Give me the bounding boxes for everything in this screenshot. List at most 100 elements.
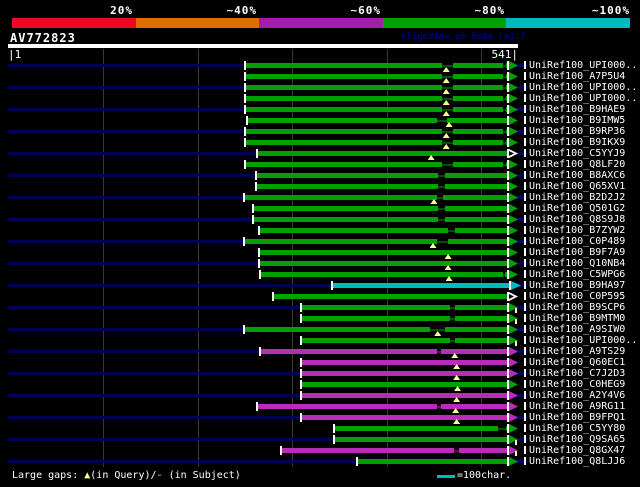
alignment-start-tick xyxy=(299,413,302,422)
subject-label[interactable]: UniRef100_Q8S9J8 xyxy=(529,214,626,225)
alignment-bar[interactable] xyxy=(261,349,508,354)
subject-label[interactable]: UniRef100_A9RG11 xyxy=(529,401,626,412)
alignment-bar[interactable] xyxy=(257,184,508,189)
subject-gap-marker xyxy=(441,109,453,111)
subject-label[interactable]: UniRef100_C0P595 xyxy=(529,291,626,302)
alignment-bar[interactable] xyxy=(301,382,508,387)
subject-label[interactable]: UniRef100_C5WPG6 xyxy=(529,269,626,280)
alignment-bar[interactable] xyxy=(261,272,508,277)
alignment-bar[interactable] xyxy=(246,162,508,167)
alignment-bar[interactable] xyxy=(245,327,508,332)
subject-label[interactable]: UniRef100_C0HEG9 xyxy=(529,379,626,390)
query-gap-triangle-icon xyxy=(451,353,459,358)
alignment-bar[interactable] xyxy=(258,404,508,409)
alignment-start-tick xyxy=(299,380,302,389)
alignment-bar[interactable] xyxy=(301,415,508,420)
arrowhead-icon xyxy=(509,424,518,433)
alignment-bar[interactable] xyxy=(247,118,508,123)
alignment-bar[interactable] xyxy=(245,239,508,244)
subject-label[interactable]: UniRef100_Q8LJJ6 xyxy=(529,456,626,467)
row-end-tick xyxy=(524,347,526,355)
subject-label[interactable]: UniRef100_B9IKX9 xyxy=(529,137,626,148)
subject-label[interactable]: UniRef100_A9SIW0 xyxy=(529,324,626,335)
arrowhead-icon xyxy=(509,138,518,147)
subject-label[interactable]: UniRef100_B9MTM0 xyxy=(529,313,626,324)
subject-label[interactable]: UniRef100_B9IMW5 xyxy=(529,115,626,126)
subject-label[interactable]: UniRef100_Q65XV1 xyxy=(529,181,626,192)
alignment-bar[interactable] xyxy=(253,206,508,211)
alignment-bar[interactable] xyxy=(332,283,510,288)
alignment-bar[interactable] xyxy=(246,85,508,90)
subject-label[interactable]: UniRef100_C5YYJ9 xyxy=(529,148,626,159)
alignment-bar[interactable] xyxy=(334,426,508,431)
alignment-bar[interactable] xyxy=(358,459,508,464)
subject-label[interactable]: UniRef100_B9SCP6 xyxy=(529,302,626,313)
subject-label[interactable]: UniRef100_Q60EC1 xyxy=(529,357,626,368)
subject-label[interactable]: UniRef100_B9HA97 xyxy=(529,280,626,291)
alignment-bar[interactable] xyxy=(301,316,508,321)
subject-label[interactable]: UniRef100_C7J2D3 xyxy=(529,368,626,379)
subject-label[interactable]: UniRef100_B2D2J2 xyxy=(529,192,626,203)
alignment-bar[interactable] xyxy=(253,217,508,222)
alignment-bar[interactable] xyxy=(301,360,508,365)
alignment-bar[interactable] xyxy=(301,338,508,343)
subject-label[interactable]: UniRef100_B9F7A9 xyxy=(529,247,626,258)
row-end-tick xyxy=(524,325,526,333)
subject-label[interactable]: UniRef100_A9TS29 xyxy=(529,346,626,357)
row-end-tick xyxy=(524,435,526,443)
subject-gap-marker xyxy=(441,76,453,78)
alignment-start-tick xyxy=(251,204,254,213)
alignment-start-tick xyxy=(299,303,302,312)
alignment-bar[interactable] xyxy=(257,173,508,178)
subject-label[interactable]: UniRef100_Q501G2 xyxy=(529,203,626,214)
arrowhead-icon xyxy=(509,369,518,378)
subject-label[interactable]: UniRef100_UPI000.. xyxy=(529,93,638,104)
subject-overhang-tick xyxy=(515,451,517,456)
subject-label[interactable]: UniRef100_B8AXC6 xyxy=(529,170,626,181)
subject-label[interactable]: UniRef100_B9HAE9 xyxy=(529,104,626,115)
arrowhead-bar xyxy=(507,138,509,147)
subject-label[interactable]: UniRef100_C5YY80 xyxy=(529,423,626,434)
arrowhead-icon xyxy=(509,61,518,70)
subject-label[interactable]: UniRef100_Q10NB4 xyxy=(529,258,626,269)
alignment-bar[interactable] xyxy=(260,250,508,255)
alignment-bar[interactable] xyxy=(246,129,508,134)
subject-label[interactable]: UniRef100_Q8LF20 xyxy=(529,159,626,170)
alignment-bar[interactable] xyxy=(260,261,508,266)
alignment-bar[interactable] xyxy=(301,305,508,310)
alignment-bar[interactable] xyxy=(258,151,508,156)
subject-label[interactable]: UniRef100_B9RP36 xyxy=(529,126,626,137)
arrowhead-icon xyxy=(509,325,518,334)
subject-gap-marker xyxy=(502,109,506,111)
subject-label[interactable]: UniRef100_Q9SA65 xyxy=(529,434,626,445)
alignment-start-tick xyxy=(258,259,261,268)
alignment-bar[interactable] xyxy=(246,63,508,68)
alignment-bar[interactable] xyxy=(281,448,508,453)
query-gap-triangle-icon xyxy=(453,397,461,402)
alignment-bar[interactable] xyxy=(246,107,508,112)
subject-label[interactable]: UniRef100_B7ZYW2 xyxy=(529,225,626,236)
subject-label[interactable]: UniRef100_C0P489 xyxy=(529,236,626,247)
alignment-bar[interactable] xyxy=(245,195,508,200)
alignment-bar[interactable] xyxy=(301,393,508,398)
alignment-start-tick xyxy=(244,138,246,147)
alignment-bar[interactable] xyxy=(274,294,508,299)
alignment-bar[interactable] xyxy=(260,228,508,233)
alignment-bar[interactable] xyxy=(301,371,508,376)
watermark: AlignView.pm Beta re1.7 xyxy=(401,32,526,42)
subject-label[interactable]: UniRef100_UPI000.. xyxy=(529,60,638,71)
subject-label[interactable]: UniRef100_A7P5U4 xyxy=(529,71,626,82)
subject-label[interactable]: UniRef100_B9FPQ1 xyxy=(529,412,626,423)
subject-label[interactable]: UniRef100_Q8GX47 xyxy=(529,445,626,456)
alignment-start-tick xyxy=(258,226,261,235)
subject-label[interactable]: UniRef100_UPI000.. xyxy=(529,335,638,346)
alignment-bar[interactable] xyxy=(334,437,508,442)
alignment-bar[interactable] xyxy=(246,140,508,145)
subject-gap-marker xyxy=(450,340,455,342)
arrowhead-bar xyxy=(507,303,509,312)
arrowhead-icon xyxy=(509,270,518,279)
subject-label[interactable]: UniRef100_A2Y4V6 xyxy=(529,390,626,401)
subject-label[interactable]: UniRef100_UPI000.. xyxy=(529,82,638,93)
alignment-bar[interactable] xyxy=(246,74,508,79)
alignment-bar[interactable] xyxy=(246,96,508,101)
